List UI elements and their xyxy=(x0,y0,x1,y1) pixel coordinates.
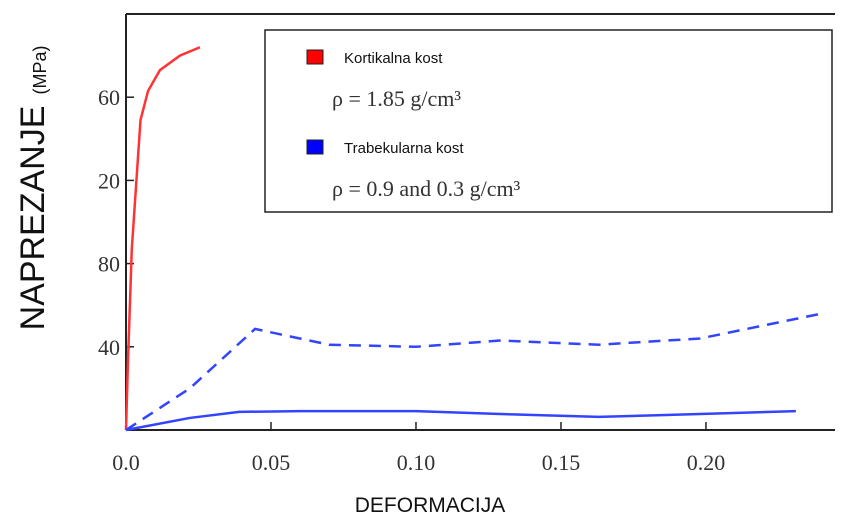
legend-label: Kortikalna kost xyxy=(344,50,443,67)
y-tick-label: 80 xyxy=(98,252,120,277)
legend-note: ρ = 1.85 g/cm³ xyxy=(332,86,461,111)
legend-swatch xyxy=(306,139,324,155)
x-tick-label: 0.20 xyxy=(687,450,726,475)
legend-label: Trabekularna kost xyxy=(344,140,464,157)
x-tick-label: 0.10 xyxy=(397,450,436,475)
x-tick-label: 0.15 xyxy=(542,450,581,475)
legend xyxy=(264,29,833,213)
legend-swatch xyxy=(306,49,324,65)
axes xyxy=(125,13,835,431)
series-line xyxy=(125,312,823,432)
y-tick-label: 60 xyxy=(98,85,120,110)
x-axis-label: DEFORMACIJA xyxy=(355,494,506,517)
y-unit: (MPa) xyxy=(30,46,50,95)
legend-note: ρ = 0.9 and 0.3 g/cm³ xyxy=(332,176,521,201)
y-axis-label: NAPREZANJE xyxy=(14,106,52,331)
y-tick-label: 20 xyxy=(98,168,120,193)
x-tick-label: 0.05 xyxy=(252,450,291,475)
series-line xyxy=(124,46,201,431)
y-tick-label: 40 xyxy=(98,335,120,360)
series-line xyxy=(125,409,796,432)
x-tick-label: 0.0 xyxy=(112,450,140,475)
